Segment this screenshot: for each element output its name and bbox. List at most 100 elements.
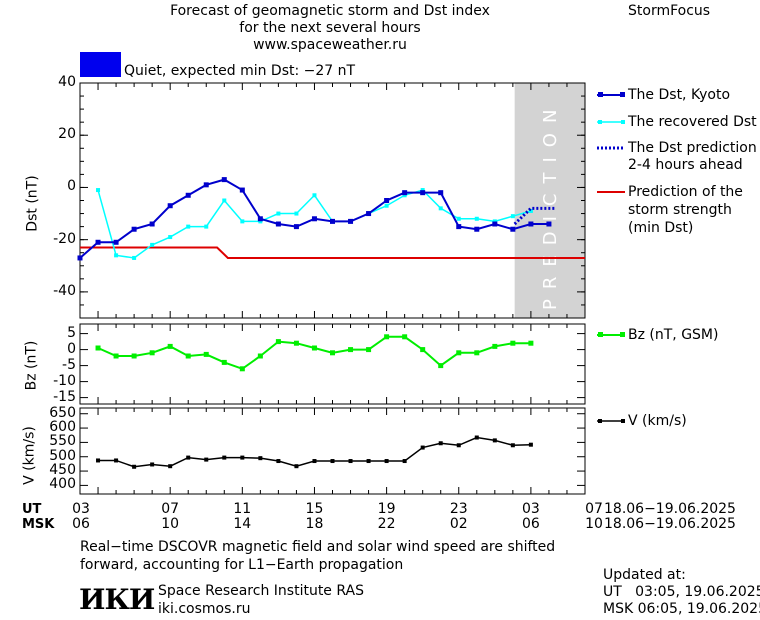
dst-kyoto-point <box>384 198 390 203</box>
v-point <box>186 455 191 460</box>
dst-kyoto-point <box>348 218 354 224</box>
bz-point <box>528 340 534 346</box>
bz-line <box>97 335 531 370</box>
legend-dst-kyoto-marker <box>620 92 625 97</box>
ut-range: 18.06−19.06.2025 <box>604 501 736 517</box>
v-point <box>492 438 497 443</box>
ytick-label: 0 <box>67 178 76 195</box>
title-line-1: Forecast of geomagnetic storm and Dst in… <box>170 3 490 19</box>
dst-kyoto-point <box>474 226 480 232</box>
bz-point <box>474 350 480 356</box>
legend-v-marker <box>621 419 625 423</box>
v-point <box>510 443 515 448</box>
dst-kyoto-point <box>293 224 299 230</box>
v-point <box>474 435 479 440</box>
legend-dst-recovered: The recovered Dst <box>628 114 757 130</box>
v-point <box>96 458 101 463</box>
bz-point <box>131 353 137 359</box>
legend-dst-kyoto: The Dst, Kyoto <box>628 87 731 103</box>
legend-v: V (km/s) <box>628 413 687 429</box>
ut-axis-label: UT <box>22 502 42 517</box>
dst-recovered-point <box>186 224 191 229</box>
dst-kyoto-point <box>546 221 552 227</box>
storm-strength-line <box>80 246 585 259</box>
dst-kyoto-point <box>149 221 155 227</box>
dst-recovered-point <box>420 188 425 193</box>
footer-note-1: Real−time DSCOVR magnetic field and sola… <box>80 539 556 555</box>
ytick-label: 400 <box>49 476 76 493</box>
v-point <box>132 464 137 469</box>
updated-msk: MSK 06:05, 19.06.2025 <box>603 601 760 617</box>
v-point <box>456 443 461 448</box>
dst-recovered-point <box>114 253 119 258</box>
iki-logo: ИКИ <box>79 583 155 616</box>
ytick-label: -40 <box>53 282 76 299</box>
v-panel <box>79 407 586 495</box>
bz-point <box>438 363 444 369</box>
dst-recovered-point <box>294 211 299 216</box>
xtick-label: 14 <box>233 516 252 532</box>
dst-recovered-point <box>402 193 407 198</box>
legend-storm-3: (min Dst) <box>628 220 694 236</box>
legend-bz-marker <box>620 332 625 337</box>
bz-point <box>239 366 245 372</box>
xtick-label: 07 <box>161 501 180 517</box>
bz-point <box>113 353 119 359</box>
dst-kyoto-point <box>113 239 119 245</box>
dst-recovered-point <box>132 255 137 260</box>
prediction-label: PREDICTION <box>540 100 561 310</box>
dst-kyoto-point <box>239 187 245 193</box>
xtick-label: 11 <box>233 501 252 517</box>
v-point <box>348 459 353 464</box>
xtick-label: 10 <box>585 516 603 532</box>
xtick-label: 06 <box>72 516 90 532</box>
dst-recovered-point <box>384 203 389 208</box>
v-point <box>222 455 227 460</box>
xtick-label: 23 <box>449 501 468 517</box>
xtick-label: 07 <box>585 501 603 517</box>
dst-kyoto-point <box>257 216 263 222</box>
dst-kyoto-point <box>438 190 444 196</box>
xtick-label: 03 <box>72 501 90 517</box>
v-point <box>384 459 389 464</box>
bz-point <box>221 359 227 365</box>
dst-recovered-point <box>150 242 155 247</box>
bz-point <box>348 347 354 353</box>
bz-point <box>275 339 281 345</box>
dst-recovered-point <box>276 211 281 216</box>
dst-recovered-point <box>510 214 515 219</box>
xtick-label: 18 <box>305 516 324 532</box>
dst-recovered-point <box>222 198 227 203</box>
bz-point <box>185 353 191 359</box>
legend-v-marker <box>598 419 602 423</box>
institute-name: Space Research Institute RAS <box>158 583 364 599</box>
v-frame <box>79 407 586 495</box>
dst-kyoto-point <box>203 182 209 188</box>
dst-frame <box>79 82 586 319</box>
dst-kyoto-point <box>131 226 137 232</box>
v-point <box>294 464 299 469</box>
bz-point <box>384 334 390 340</box>
bz-point <box>311 345 317 351</box>
bz-point <box>366 347 372 353</box>
bz-panel <box>79 323 586 405</box>
v-point <box>330 459 335 464</box>
bz-point <box>149 350 155 356</box>
ytick-label: -5 <box>62 356 76 373</box>
dst-kyoto-point <box>185 192 191 198</box>
legend-dst-prediction-2: 2-4 hours ahead <box>628 157 743 173</box>
dst-kyoto-point <box>528 221 534 227</box>
dst-kyoto-point <box>221 177 227 183</box>
footer-note-2: forward, accounting for L1−Earth propaga… <box>80 557 404 573</box>
dst-kyoto-point <box>492 221 498 227</box>
bz-point <box>420 347 426 353</box>
bz-point <box>257 353 263 359</box>
ytick-label: 5 <box>67 324 76 341</box>
dst-kyoto-point <box>95 239 101 245</box>
xtick-label: 15 <box>305 501 324 517</box>
dst-kyoto-point <box>510 226 516 232</box>
dst-recovered-point <box>168 235 173 240</box>
v-point <box>420 445 425 450</box>
xtick-label: 02 <box>449 516 468 532</box>
dst-recovered-point <box>96 188 101 193</box>
